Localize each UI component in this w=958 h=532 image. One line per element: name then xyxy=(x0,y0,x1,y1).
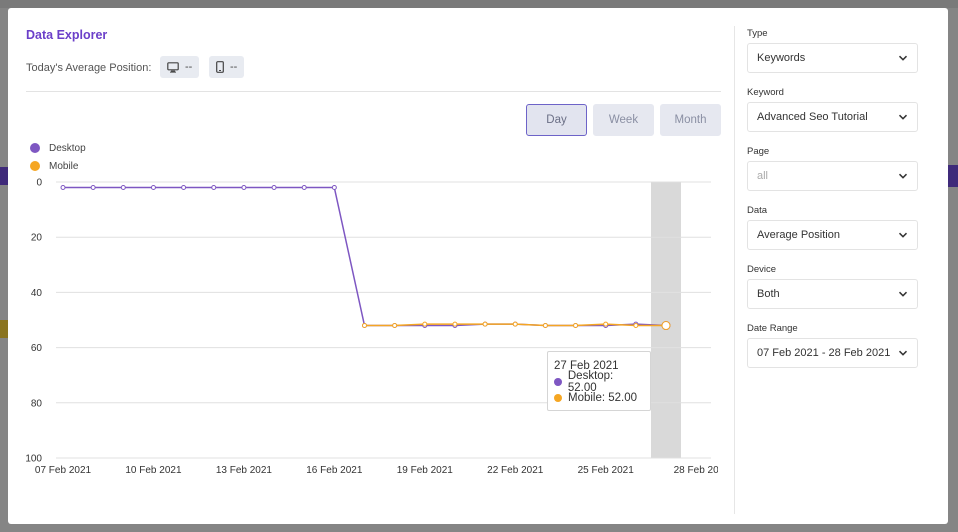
background-accent-strip-left xyxy=(0,167,8,185)
y-tick-label: 100 xyxy=(25,454,42,465)
data-select[interactable]: Average Position xyxy=(747,220,918,250)
date-range-select[interactable]: 07 Feb 2021 - 28 Feb 2021 xyxy=(747,338,918,368)
y-tick-label: 60 xyxy=(31,343,43,354)
tooltip-desktop-value: Desktop: 52.00 xyxy=(567,370,614,394)
chevron-down-icon xyxy=(898,55,908,61)
data-point-mobile xyxy=(661,321,671,331)
x-tick-label: 16 Feb 2021 xyxy=(306,465,363,476)
hover-highlight-band xyxy=(651,182,681,458)
chevron-down-icon xyxy=(898,232,908,238)
data-point-desktop xyxy=(90,185,96,191)
mobile-icon xyxy=(216,61,224,73)
data-point-desktop xyxy=(271,185,277,191)
chevron-down-icon xyxy=(898,114,908,120)
data-point-mobile xyxy=(482,321,488,327)
tooltip-desktop-marker xyxy=(554,378,562,386)
x-tick-label: 07 Feb 2021 xyxy=(35,465,92,476)
chart-legend: Desktop Mobile xyxy=(30,139,86,175)
data-point-desktop xyxy=(331,185,337,191)
page-select: all xyxy=(747,161,918,191)
data-point-mobile xyxy=(603,321,609,327)
week-range-button[interactable]: Week xyxy=(593,104,654,136)
data-select-value: Average Position xyxy=(757,229,840,241)
page-label: Page xyxy=(747,146,770,157)
data-point-desktop xyxy=(211,185,217,191)
data-point-desktop xyxy=(60,185,66,191)
tooltip-mobile-row: Mobile: 52.00 xyxy=(554,390,644,406)
device-select[interactable]: Both xyxy=(747,279,918,309)
tooltip-mobile-value: Mobile: 52.00 xyxy=(568,392,638,404)
month-range-button[interactable]: Month xyxy=(660,104,721,136)
x-tick-label: 19 Feb 2021 xyxy=(397,465,454,476)
desktop-icon xyxy=(167,61,179,73)
data-point-desktop xyxy=(120,185,126,191)
data-point-mobile xyxy=(633,323,639,329)
legend-item-desktop[interactable]: Desktop xyxy=(30,139,86,157)
device-label: Device xyxy=(747,264,777,275)
mobile-legend-marker xyxy=(30,161,40,171)
sidebar-divider xyxy=(734,26,735,514)
tooltip-mobile-marker xyxy=(554,394,562,402)
chevron-down-icon xyxy=(898,350,908,356)
data-point-desktop xyxy=(301,185,307,191)
desktop-legend-label: Desktop xyxy=(49,142,86,154)
date-range-label: Date Range xyxy=(747,323,798,334)
keyword-label: Keyword xyxy=(747,87,784,98)
keyword-select-value: Advanced Seo Tutorial xyxy=(757,111,868,123)
data-point-mobile xyxy=(542,323,548,329)
x-tick-label: 28 Feb 20 xyxy=(674,465,718,476)
chart-tooltip: 27 Feb 2021 Desktop: 52.00 Mobile: 52.00 xyxy=(547,351,651,411)
background-badge xyxy=(0,320,8,338)
y-tick-label: 20 xyxy=(31,233,43,244)
date-range-select-value: 07 Feb 2021 - 28 Feb 2021 xyxy=(757,347,891,359)
x-tick-label: 22 Feb 2021 xyxy=(487,465,544,476)
average-position-label: Today's Average Position: xyxy=(26,62,152,74)
data-point-desktop xyxy=(241,185,247,191)
data-point-desktop xyxy=(150,185,156,191)
data-explorer-modal: Data Explorer Today's Average Position: … xyxy=(8,8,948,524)
data-point-mobile xyxy=(512,321,518,327)
series-line-desktop xyxy=(63,186,667,327)
mobile-average-chip: -- xyxy=(209,56,245,78)
header-divider xyxy=(26,91,721,92)
mobile-average-value: -- xyxy=(230,61,238,73)
desktop-average-value: -- xyxy=(185,61,193,73)
x-tick-label: 10 Feb 2021 xyxy=(125,465,182,476)
data-point-mobile xyxy=(422,321,428,327)
tooltip-date: 27 Feb 2021 xyxy=(554,360,619,372)
device-select-value: Both xyxy=(757,288,780,300)
data-point-desktop xyxy=(181,185,187,191)
y-tick-label: 80 xyxy=(31,398,43,409)
data-point-mobile xyxy=(452,321,458,327)
background-accent-strip xyxy=(948,165,958,187)
page-select-value: all xyxy=(757,170,769,182)
data-point-mobile xyxy=(392,323,398,329)
tooltip-desktop-row: Desktop: 52.00 xyxy=(554,370,644,394)
desktop-legend-marker xyxy=(30,143,40,153)
background-topbar xyxy=(0,0,958,8)
y-tick-label: 40 xyxy=(31,288,43,299)
chevron-down-icon xyxy=(898,291,908,297)
day-range-button[interactable]: Day xyxy=(526,104,587,136)
type-label: Type xyxy=(747,28,768,39)
type-select[interactable]: Keywords xyxy=(747,43,918,73)
type-select-value: Keywords xyxy=(757,52,806,64)
keyword-select[interactable]: Advanced Seo Tutorial xyxy=(747,102,918,132)
modal-title: Data Explorer xyxy=(26,28,108,42)
x-tick-label: 13 Feb 2021 xyxy=(216,465,273,476)
legend-item-mobile[interactable]: Mobile xyxy=(30,157,86,175)
mobile-legend-label: Mobile xyxy=(49,160,79,172)
data-point-mobile xyxy=(573,323,579,329)
chevron-down-icon xyxy=(898,173,908,179)
desktop-average-chip: -- xyxy=(160,56,200,78)
data-point-mobile xyxy=(362,323,367,329)
y-tick-label: 0 xyxy=(36,178,42,189)
data-label: Data xyxy=(747,205,768,216)
x-tick-label: 25 Feb 2021 xyxy=(578,465,635,476)
